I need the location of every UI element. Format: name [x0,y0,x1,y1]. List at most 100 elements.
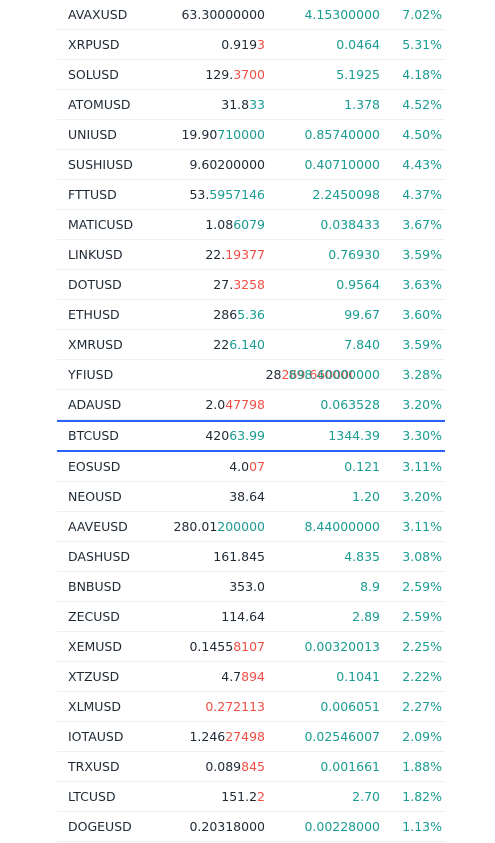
change-percent: 4.18% [402,67,442,82]
last-price: 4.007 [229,452,265,482]
symbol-label: NEOUSD [68,489,122,504]
price-base: 286 [213,307,238,322]
price-base: 19.90 [181,127,218,142]
price-changed-digits: 33 [249,97,265,112]
symbol-label: XEMUSD [68,639,122,654]
change-value: 4.835 [344,549,380,564]
price-changed-digits: 63.99 [229,428,265,443]
watchlist-row-aaveusd[interactable]: AAVEUSD 280.01200000 8.44000000 3.11% [57,512,445,542]
change-value: 0.85740000 [304,127,380,142]
watchlist-row-btcusd[interactable]: BTCUSD 42063.99 1344.39 3.30% [57,420,445,452]
watchlist-row-bnbusd[interactable]: BNBUSD 353.0 8.9 2.59% [57,572,445,602]
last-price: 353.0 [229,572,265,602]
change-percent: 1.82% [402,789,442,804]
symbol-label: BNBUSD [68,579,122,594]
watchlist-row-dogeusd[interactable]: DOGEUSD 0.20318000 0.00228000 1.13% [57,812,445,842]
price-changed-digits: 3700 [233,67,265,82]
last-price: 22.19377 [205,240,265,270]
symbol-label: EOSUSD [68,459,121,474]
watchlist-row-adausd[interactable]: ADAUSD 2.047798 0.063528 3.20% [57,390,445,420]
price-changed-digits: 3258 [233,277,265,292]
watchlist-row-xrpusd[interactable]: XRPUSD 0.9193 0.0464 5.31% [57,30,445,60]
last-price: 2.047798 [205,390,265,420]
watchlist-row-solusd[interactable]: SOLUSD 129.3700 5.1925 4.18% [57,60,445,90]
change-percent: 1.88% [402,759,442,774]
change-value: 2.2450098 [312,187,380,202]
price-base: 0.089 [205,759,242,774]
watchlist-row-xmrusd[interactable]: XMRUSD 226.140 7.840 3.59% [57,330,445,360]
watchlist-row-fttusd[interactable]: FTTUSD 53.5957146 2.2450098 4.37% [57,180,445,210]
change-value: 1344.39 [328,428,380,443]
last-price: 226.140 [213,330,265,360]
price-base: 53. [189,187,210,202]
watchlist-row-ethusd[interactable]: ETHUSD 2865.36 99.67 3.60% [57,300,445,330]
price-base: 63.30000000 [181,7,265,22]
watchlist-row-avaxusd[interactable]: AVAXUSD 63.30000000 4.15300000 7.02% [57,0,445,30]
watchlist-row-neousd[interactable]: NEOUSD 38.64 1.20 3.20% [57,482,445,512]
change-percent: 4.50% [402,127,442,142]
last-price: 31.833 [221,90,265,120]
price-changed-digits: 8107 [233,639,265,654]
change-value: 7.840 [344,337,380,352]
watchlist-row-maticusd[interactable]: MATICUSD 1.086079 0.038433 3.67% [57,210,445,240]
price-base: 161.845 [213,549,265,564]
change-value: 1.20 [352,489,380,504]
last-price: 9.60200000 [189,150,265,180]
price-base: 31.8 [221,97,250,112]
watchlist-row-trxusd[interactable]: TRXUSD 0.089845 0.001661 1.88% [57,752,445,782]
watchlist-row-xtzusd[interactable]: XTZUSD 4.7894 0.1041 2.22% [57,662,445,692]
change-percent: 3.11% [402,519,442,534]
watchlist-row-iotausd[interactable]: IOTAUSD 1.24627498 0.02546007 2.09% [57,722,445,752]
watchlist-row-uniusd[interactable]: UNIUSD 19.90710000 0.85740000 4.50% [57,120,445,150]
last-price: 161.845 [213,542,265,572]
change-percent: 3.60% [402,307,442,322]
symbol-label: SUSHIUSD [68,157,133,172]
watchlist-row-atomusd[interactable]: ATOMUSD 31.833 1.378 4.52% [57,90,445,120]
price-changed-digits: 5.36 [237,307,265,322]
watchlist-row-yfiusd[interactable]: YFIUSD 28269.6600000898.40000000 3.28% [57,360,445,390]
change-value: 5.1925 [336,67,380,82]
last-price: 63.30000000 [181,0,265,30]
change-value: 0.76930 [328,247,380,262]
change-value: 0.02546007 [304,729,380,744]
change-value: 0.9564 [336,277,380,292]
price-changed-digits: 3 [257,37,265,52]
price-changed-digits: 894 [241,669,265,684]
last-price: 42063.99 [205,422,265,450]
change-value: 898.40000000 [288,367,380,382]
symbol-label: DOGEUSD [68,819,132,834]
watchlist-row-xlmusd[interactable]: XLMUSD 0.272113 0.006051 2.27% [57,692,445,722]
watchlist-row-xemusd[interactable]: XEMUSD 0.14558107 0.00320013 2.25% [57,632,445,662]
symbol-label: ETHUSD [68,307,120,322]
last-price: 151.22 [221,782,265,812]
change-value: 0.063528 [320,397,380,412]
price-base: 0.20318000 [189,819,265,834]
last-price: 0.272113 [205,692,265,722]
watchlist-row-ltcusd[interactable]: LTCUSD 151.22 2.70 1.82% [57,782,445,812]
change-value: 2.70 [352,789,380,804]
price-base: 129. [205,67,234,82]
last-price: 0.14558107 [189,632,265,662]
watchlist-row-zecusd[interactable]: ZECUSD 114.64 2.89 2.59% [57,602,445,632]
change-percent: 3.63% [402,277,442,292]
symbol-label: FTTUSD [68,187,117,202]
price-base: 0.1455 [189,639,234,654]
watchlist-row-eosusd[interactable]: EOSUSD 4.007 0.121 3.11% [57,452,445,482]
price-base: 22 [213,337,230,352]
watchlist-row-linkusd[interactable]: LINKUSD 22.19377 0.76930 3.59% [57,240,445,270]
change-percent: 3.59% [402,247,442,262]
price-changed-digits: 27498 [225,729,265,744]
watchlist-row-sushiusd[interactable]: SUSHIUSD 9.60200000 0.40710000 4.43% [57,150,445,180]
last-price: 2865.36 [213,300,265,330]
watchlist-row-dashusd[interactable]: DASHUSD 161.845 4.835 3.08% [57,542,445,572]
price-base: 28 [265,367,282,382]
price-base: 2.0 [205,397,226,412]
symbol-label: AAVEUSD [68,519,128,534]
symbol-label: LTCUSD [68,789,116,804]
symbol-label: IOTAUSD [68,729,124,744]
price-changed-digits: 845 [241,759,265,774]
price-changed-digits: 6079 [233,217,265,232]
price-changed-digits: 6.140 [229,337,265,352]
watchlist-row-dotusd[interactable]: DOTUSD 27.3258 0.9564 3.63% [57,270,445,300]
change-percent: 2.25% [402,639,442,654]
